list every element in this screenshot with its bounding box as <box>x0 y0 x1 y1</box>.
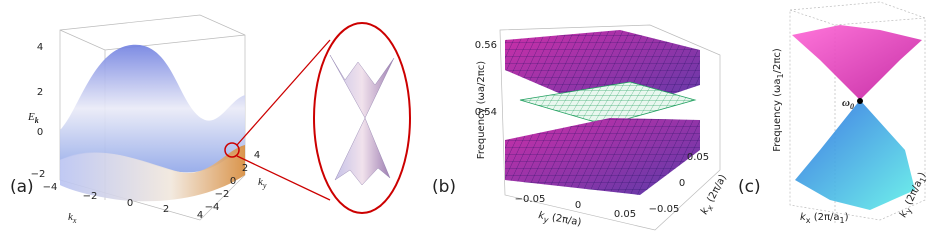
panel-label: (b) <box>432 177 456 197</box>
axis-title-sub: y <box>904 207 914 215</box>
tick-label: 0 <box>679 178 685 189</box>
lower-band <box>60 145 245 202</box>
axis-title: Ek <box>27 111 39 125</box>
tick-label: 0.56 <box>475 40 497 51</box>
lower-cone <box>795 100 915 210</box>
tick-label: 0.54 <box>475 107 497 118</box>
lower-cone <box>334 117 391 186</box>
axis-title-sub: 1 <box>776 73 785 78</box>
axis-title: Frequency (ωa1/2πc) <box>772 48 785 152</box>
axis-title-sub: 1 <box>918 176 928 184</box>
panel-a: (a) Ek 4 2 0 −2 −4 −2 0 2 4 kx 4 2 0 −2 … <box>10 14 331 225</box>
axis-title: ) <box>917 171 929 179</box>
axis-title: /2πc) <box>772 48 783 73</box>
point-label: ω0 <box>842 97 854 111</box>
flat-mesh <box>520 82 695 125</box>
zoom-circle <box>224 142 240 158</box>
tick-label: 2 <box>37 87 43 98</box>
zoom-line <box>236 155 331 201</box>
tick-label: 0.05 <box>687 152 709 163</box>
panel-b: (b) Frequency (ωa/2πc) 0.56 0.54 −0.05 0… <box>432 24 731 231</box>
tick-label: 0.05 <box>614 209 636 220</box>
axis-title-sub: 1 <box>840 216 845 225</box>
point-label: ω <box>842 97 850 109</box>
axis-title: k <box>537 210 546 222</box>
panel-label: (c) <box>738 177 761 197</box>
figure: (a) Ek 4 2 0 −2 −4 −2 0 2 4 kx 4 2 0 −2 … <box>10 1 929 231</box>
axis-title-sub: x <box>72 216 77 225</box>
degeneracy-point <box>857 98 863 104</box>
axis-title: ky <box>258 176 267 190</box>
tick-label: −2 <box>31 169 46 180</box>
axis-title: kx <box>68 211 77 225</box>
upper-cone <box>792 25 922 100</box>
lower-mesh <box>505 118 700 195</box>
axis-title: k <box>699 205 712 216</box>
axis-title: ky (2π/a) <box>537 210 582 230</box>
axis-title: k <box>800 212 807 223</box>
axis-title: Frequency (ωa/2πc) <box>476 61 487 159</box>
axis-title: k <box>258 176 264 188</box>
tick-label: 2 <box>242 163 248 174</box>
axis-title: Frequency (ωa <box>772 79 783 152</box>
tick-label: 4 <box>37 42 43 53</box>
tick-label: 0 <box>575 200 581 211</box>
tick-label: −4 <box>43 182 58 193</box>
axis-title-unit: (2π/a) <box>548 212 582 229</box>
tick-label: 4 <box>254 150 260 161</box>
tick-label: −0.05 <box>649 204 680 215</box>
tick-label: −0.05 <box>515 194 546 205</box>
panel-c: (c) Frequency (ωa1/2πc) ω0 kx (2π/a1) ky… <box>738 1 929 225</box>
axis-title: k <box>898 208 911 219</box>
axis-title: ) <box>845 212 849 223</box>
tick-label: −2 <box>215 189 230 200</box>
axis-title-sub: y <box>542 215 549 225</box>
axis-title: Frequency (ωa/2πc) <box>476 61 487 159</box>
axis-box <box>499 24 721 231</box>
axis-title-sub: x <box>806 216 811 225</box>
axis-title: (2π/a <box>811 212 840 223</box>
point-label-sub: 0 <box>850 102 854 111</box>
axis-title-sub: k <box>35 116 39 125</box>
tick-label: 0 <box>230 176 236 187</box>
axis-title-unit: (2π/a) <box>704 173 729 207</box>
tick-label: 4 <box>197 210 203 221</box>
tick-label: −4 <box>205 202 220 213</box>
tick-label: 0 <box>127 198 133 209</box>
tick-label: 2 <box>163 204 169 215</box>
axis-title-sub: y <box>262 181 267 190</box>
axis-title: E <box>27 111 35 123</box>
axis-title-sub: x <box>705 204 716 214</box>
axis-title: k <box>68 211 74 223</box>
axis-title: kx (2π/a) <box>699 173 731 218</box>
panel-label: (a) <box>10 177 34 197</box>
tick-label: 0 <box>37 127 43 138</box>
axis-title: kx (2π/a1) <box>800 212 849 225</box>
tick-label: −2 <box>83 191 98 202</box>
upper-band <box>60 44 245 173</box>
zoom-line <box>236 39 331 146</box>
zoom-inset <box>313 22 411 214</box>
